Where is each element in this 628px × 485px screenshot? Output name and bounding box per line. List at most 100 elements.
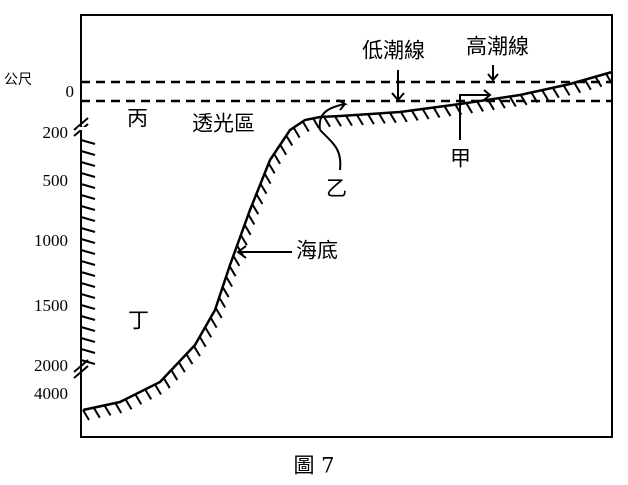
label: 低潮線 <box>362 39 425 63</box>
hatch-line <box>80 260 96 266</box>
hatch-line <box>399 111 408 123</box>
hatch-line <box>228 265 237 277</box>
hatch-line <box>334 115 342 127</box>
hatch-line <box>154 383 162 396</box>
high-tide-arrow <box>487 65 499 82</box>
hatch-line <box>80 293 96 299</box>
hatch-line <box>255 193 264 205</box>
hatch-line <box>114 402 123 414</box>
frame <box>80 14 613 438</box>
hatch-line <box>605 73 613 85</box>
axis-label: 500 <box>43 171 69 190</box>
hatch-line <box>80 183 96 189</box>
axis-label: 200 <box>43 123 69 142</box>
hatch-line <box>80 304 96 310</box>
hatch-line <box>185 353 194 365</box>
hatch-line <box>508 96 517 108</box>
hatch-line <box>80 359 96 365</box>
hatch-line <box>410 109 419 121</box>
hatch-line <box>177 361 186 373</box>
caption: 圖 7 <box>293 454 334 478</box>
hatch-line <box>170 369 179 381</box>
jia-arrow <box>459 89 492 140</box>
hatch-line <box>80 249 96 255</box>
hatch-line <box>273 153 281 165</box>
hatch-line <box>80 326 96 332</box>
hatch-line <box>551 87 560 99</box>
hatch-line <box>530 91 539 104</box>
hatch-line <box>573 82 582 94</box>
hatch-line <box>519 94 528 106</box>
hatch-line <box>218 296 227 309</box>
hatch-line <box>232 255 241 267</box>
hatch-line <box>267 162 276 174</box>
hatch-line <box>541 89 549 101</box>
hatch-line <box>243 224 252 236</box>
hatch-line <box>378 112 386 124</box>
label: 甲 <box>450 147 471 171</box>
hatch-line <box>80 172 96 178</box>
hatch-line <box>80 238 96 244</box>
hatch-line <box>323 116 331 128</box>
label: 高潮線 <box>466 35 529 59</box>
hatch-line <box>356 114 364 126</box>
label: 海底 <box>296 239 338 263</box>
hatch-line <box>80 348 96 354</box>
hatch-line <box>251 203 260 215</box>
hatch-line <box>80 194 96 200</box>
hatch-line <box>465 102 474 114</box>
hatch-line <box>80 337 96 343</box>
hatch-line <box>259 183 268 195</box>
axis-label: 1000 <box>34 231 68 250</box>
label: 透光區 <box>192 112 255 136</box>
hatch-line <box>209 317 218 329</box>
yi-pointer <box>319 129 342 171</box>
hatch-line <box>292 127 301 139</box>
hatch-line <box>345 115 353 127</box>
hatch-line <box>279 144 288 156</box>
label: 丁 <box>128 309 149 333</box>
axis-label: 2000 <box>34 356 68 375</box>
break-gap <box>78 127 88 130</box>
hatch-line <box>103 404 112 416</box>
label: 乙 <box>326 177 347 201</box>
axis-label: 4000 <box>34 384 68 403</box>
hatch-line <box>204 326 213 338</box>
hatch-line <box>134 393 143 405</box>
hatch-line <box>421 108 430 120</box>
hatch-line <box>144 388 153 400</box>
hatch-line <box>80 216 96 222</box>
hatch-line <box>583 79 592 91</box>
hatching <box>80 73 613 421</box>
hatch-line <box>80 139 96 145</box>
hatch-line <box>476 100 484 112</box>
hatch-line <box>498 97 506 109</box>
hatch-line <box>124 398 133 410</box>
hatch-line <box>214 307 223 319</box>
hatch-line <box>193 345 201 357</box>
hatch-line <box>80 227 96 233</box>
hatch-line <box>367 113 375 125</box>
hatch-line <box>80 161 96 167</box>
yi-arrow <box>318 99 348 131</box>
hatch-line <box>225 276 233 288</box>
hatch-line <box>80 282 96 288</box>
hatch-line <box>80 205 96 211</box>
hatch-line <box>443 105 452 117</box>
hatch-line <box>80 150 96 156</box>
hatch-line <box>82 409 90 421</box>
seafloor <box>82 70 613 412</box>
hatch-line <box>92 407 101 419</box>
hatch-line <box>162 377 171 389</box>
seabed-arrow <box>236 245 292 259</box>
axis-label: 1500 <box>34 296 68 315</box>
hatch-line <box>301 120 310 133</box>
hatch-line <box>247 213 256 226</box>
hatch-line <box>80 315 96 321</box>
hatch-line <box>80 271 96 277</box>
hatch-line <box>594 76 603 88</box>
hatch-line <box>487 99 495 111</box>
hatch-line <box>198 336 207 348</box>
low-tide-arrow <box>391 70 405 102</box>
